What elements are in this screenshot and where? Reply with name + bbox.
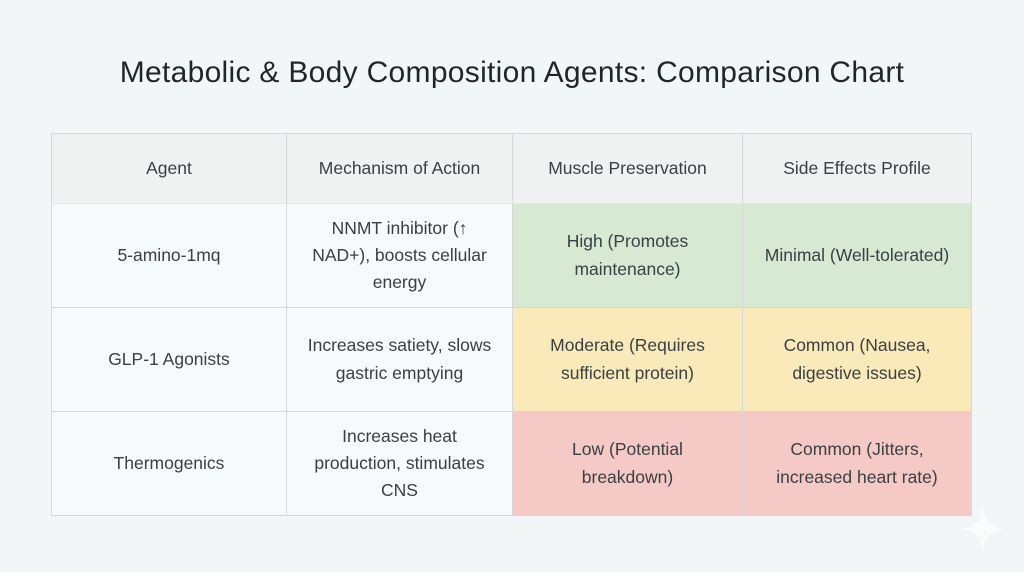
muscle-preservation-cell: High (Promotes maintenance) <box>512 203 743 308</box>
agent-cell: Thermogenics <box>51 411 287 516</box>
sparkle-icon <box>963 506 1003 552</box>
mechanism-cell: Increases satiety, slows gastric emptyin… <box>286 307 513 412</box>
muscle-preservation-cell: Low (Potential breakdown) <box>512 411 743 516</box>
column-header-muscle-preservation: Muscle Preservation <box>512 133 743 204</box>
table-row: GLP-1 Agonists Increases satiety, slows … <box>51 307 972 412</box>
column-header-side-effects: Side Effects Profile <box>742 133 972 204</box>
muscle-preservation-cell: Moderate (Requires sufficient protein) <box>512 307 743 412</box>
table-header-row: Agent Mechanism of Action Muscle Preserv… <box>51 133 972 204</box>
side-effects-cell: Common (Nausea, digestive issues) <box>742 307 972 412</box>
mechanism-cell: Increases heat production, stimulates CN… <box>286 411 513 516</box>
table-row: 5-amino-1mq NNMT inhibitor (↑ NAD+), boo… <box>51 203 972 308</box>
agent-cell: GLP-1 Agonists <box>51 307 287 412</box>
column-header-mechanism: Mechanism of Action <box>286 133 513 204</box>
page-title: Metabolic & Body Composition Agents: Com… <box>119 56 905 89</box>
table-row: Thermogenics Increases heat production, … <box>51 411 972 516</box>
mechanism-cell: NNMT inhibitor (↑ NAD+), boosts cellular… <box>286 203 513 308</box>
comparison-table: Agent Mechanism of Action Muscle Preserv… <box>51 133 972 516</box>
column-header-agent: Agent <box>51 133 287 204</box>
agent-cell: 5-amino-1mq <box>51 203 287 308</box>
side-effects-cell: Minimal (Well-tolerated) <box>742 203 972 308</box>
side-effects-cell: Common (Jitters, increased heart rate) <box>742 411 972 516</box>
